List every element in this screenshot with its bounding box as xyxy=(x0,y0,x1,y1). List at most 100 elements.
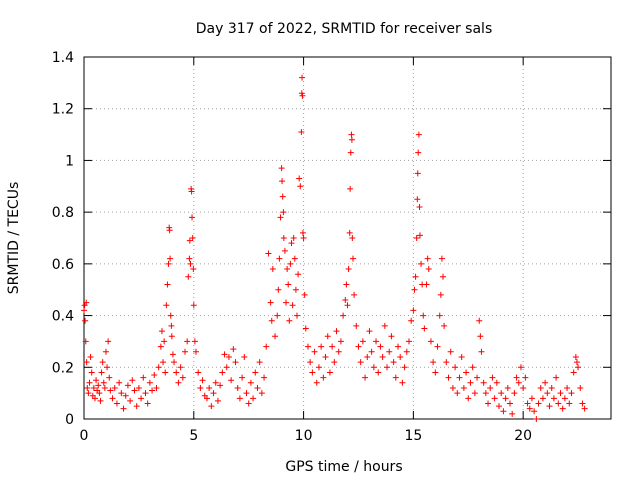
data-point xyxy=(93,377,100,384)
data-point xyxy=(390,359,397,366)
data-point xyxy=(292,286,299,293)
data-point xyxy=(268,317,275,324)
data-point xyxy=(412,273,419,280)
data-point xyxy=(168,333,175,340)
data-point xyxy=(279,178,286,185)
data-point xyxy=(265,250,272,257)
y-tick-label: 0.8 xyxy=(52,205,74,221)
data-point xyxy=(102,348,109,355)
data-point xyxy=(377,343,384,350)
data-point xyxy=(171,359,178,366)
data-point xyxy=(553,374,560,381)
data-point xyxy=(315,364,322,371)
data-point xyxy=(284,266,291,273)
data-point xyxy=(347,185,354,192)
data-point xyxy=(221,351,228,358)
data-point xyxy=(86,379,93,386)
data-point xyxy=(373,338,380,345)
data-point xyxy=(106,374,113,381)
data-point xyxy=(531,408,538,415)
data-point xyxy=(210,390,217,397)
data-point xyxy=(522,374,529,381)
data-point xyxy=(392,374,399,381)
data-point xyxy=(515,379,522,386)
data-point xyxy=(278,165,285,172)
data-point xyxy=(526,405,533,412)
data-point xyxy=(138,395,145,402)
data-point xyxy=(239,374,246,381)
data-point xyxy=(189,214,196,221)
data-point xyxy=(546,403,553,410)
data-point xyxy=(212,379,219,386)
data-point xyxy=(188,188,195,195)
data-point xyxy=(418,260,425,267)
data-point xyxy=(346,229,353,236)
data-point xyxy=(98,369,105,376)
data-point xyxy=(351,291,358,298)
data-point xyxy=(261,374,268,381)
data-point xyxy=(276,255,283,262)
data-point xyxy=(96,390,103,397)
data-point xyxy=(370,364,377,371)
data-point xyxy=(357,359,364,366)
data-point xyxy=(542,379,549,386)
data-point xyxy=(364,353,371,360)
y-tick-label: 0.2 xyxy=(52,360,74,376)
data-point xyxy=(297,183,304,190)
data-point xyxy=(443,359,450,366)
data-point xyxy=(555,400,562,407)
data-point xyxy=(480,379,487,386)
data-point xyxy=(491,395,498,402)
data-point xyxy=(177,364,184,371)
data-point xyxy=(335,348,342,355)
data-point xyxy=(195,369,202,376)
data-point xyxy=(83,359,90,366)
data-point xyxy=(287,260,294,267)
data-point xyxy=(189,235,196,241)
data-point xyxy=(517,364,524,371)
x-axis-title: GPS time / hours xyxy=(285,459,402,475)
data-point xyxy=(386,348,393,355)
data-point xyxy=(403,348,410,355)
data-point xyxy=(581,405,588,412)
data-point xyxy=(256,359,263,366)
data-point xyxy=(349,235,356,241)
data-point xyxy=(167,312,174,319)
data-point xyxy=(430,359,437,366)
data-point xyxy=(476,317,483,324)
data-point xyxy=(217,382,224,389)
data-point xyxy=(324,333,331,340)
data-point xyxy=(279,193,286,200)
data-point xyxy=(564,384,571,391)
data-point xyxy=(438,255,445,262)
data-point xyxy=(379,353,386,360)
data-point xyxy=(291,255,298,262)
data-point xyxy=(440,273,447,280)
data-point xyxy=(234,384,241,391)
data-point xyxy=(258,390,265,397)
data-point xyxy=(272,333,279,340)
data-point xyxy=(153,384,160,391)
data-point xyxy=(313,379,320,386)
data-point xyxy=(299,74,306,81)
y-tick-label: 1.4 xyxy=(52,50,74,66)
data-point xyxy=(288,240,295,247)
data-point xyxy=(296,175,303,182)
data-point xyxy=(498,390,505,397)
data-point xyxy=(520,384,527,391)
data-point xyxy=(155,364,162,371)
data-points xyxy=(81,74,588,422)
data-point xyxy=(333,328,340,335)
data-point xyxy=(149,387,156,394)
data-point xyxy=(456,374,463,381)
data-point xyxy=(423,281,430,288)
data-point xyxy=(97,397,104,404)
data-point xyxy=(482,390,489,397)
data-point xyxy=(247,379,254,386)
data-point xyxy=(99,359,106,366)
data-point xyxy=(157,343,164,350)
data-point xyxy=(182,348,189,355)
data-point xyxy=(289,302,296,309)
data-point xyxy=(493,379,500,386)
data-point xyxy=(414,196,421,203)
